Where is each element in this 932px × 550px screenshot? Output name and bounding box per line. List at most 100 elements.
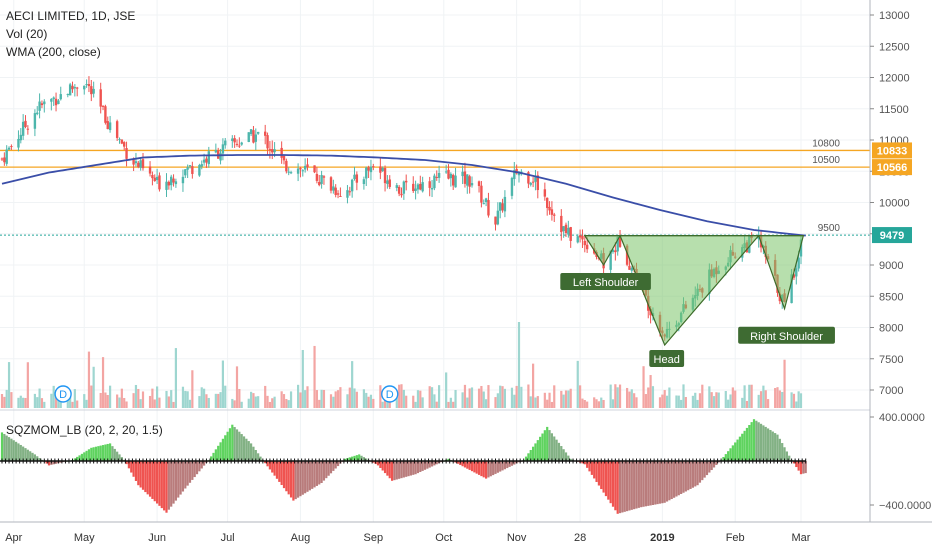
candle-body[interactable]: [320, 174, 323, 184]
candle-body[interactable]: [416, 184, 420, 190]
candle-body[interactable]: [165, 181, 168, 190]
candle-body[interactable]: [383, 168, 387, 184]
candle-body[interactable]: [332, 186, 335, 191]
candle-body[interactable]: [90, 86, 93, 95]
candle-body[interactable]: [797, 257, 800, 269]
candle-body[interactable]: [463, 171, 467, 184]
candle-body[interactable]: [256, 131, 260, 134]
candle-body[interactable]: [365, 167, 368, 179]
candle-body[interactable]: [477, 181, 481, 186]
candle-body[interactable]: [484, 198, 488, 203]
candle-body[interactable]: [329, 177, 333, 191]
candle-body[interactable]: [221, 144, 225, 154]
candle-body[interactable]: [480, 185, 483, 203]
candle-body[interactable]: [576, 236, 579, 243]
candle-body[interactable]: [355, 174, 359, 183]
dividend-marker[interactable]: [54, 385, 72, 403]
candle-body[interactable]: [447, 169, 450, 179]
candle-body[interactable]: [5, 149, 8, 164]
candle-body[interactable]: [562, 226, 565, 232]
candle-body[interactable]: [527, 172, 530, 184]
candle-body[interactable]: [137, 162, 140, 167]
candle-body[interactable]: [346, 190, 349, 198]
candle-body[interactable]: [581, 235, 584, 240]
candle-body[interactable]: [369, 166, 373, 173]
candle-body[interactable]: [611, 249, 615, 252]
candle-body[interactable]: [412, 183, 415, 192]
candle-body[interactable]: [578, 235, 582, 238]
candle-body[interactable]: [233, 138, 236, 143]
candle-body[interactable]: [235, 143, 239, 145]
candle-body[interactable]: [153, 177, 156, 182]
candle-body[interactable]: [618, 235, 622, 247]
candle-body[interactable]: [40, 103, 44, 106]
candle-body[interactable]: [517, 172, 521, 176]
candle-body[interactable]: [57, 100, 60, 104]
candle-body[interactable]: [560, 215, 563, 233]
candle-body[interactable]: [174, 181, 178, 185]
candle-body[interactable]: [50, 98, 53, 102]
candle-body[interactable]: [386, 180, 389, 184]
candle-body[interactable]: [33, 113, 37, 129]
candle-body[interactable]: [362, 179, 366, 185]
candle-body[interactable]: [306, 164, 309, 168]
candle-body[interactable]: [238, 145, 241, 147]
candle-body[interactable]: [395, 185, 398, 188]
candle-body[interactable]: [181, 176, 185, 184]
candle-body[interactable]: [224, 140, 227, 146]
candle-body[interactable]: [68, 84, 72, 96]
candle-body[interactable]: [501, 203, 504, 211]
candle-body[interactable]: [470, 183, 474, 186]
candle-body[interactable]: [515, 168, 518, 174]
candle-body[interactable]: [336, 193, 340, 195]
candle-body[interactable]: [513, 170, 516, 180]
candle-body[interactable]: [414, 188, 417, 191]
candle-body[interactable]: [19, 134, 22, 141]
candle-body[interactable]: [585, 244, 589, 250]
candle-body[interactable]: [247, 132, 250, 142]
candle-body[interactable]: [83, 85, 86, 90]
candle-body[interactable]: [115, 121, 119, 138]
candle-body[interactable]: [249, 129, 253, 135]
candle-body[interactable]: [553, 214, 556, 216]
candle-body[interactable]: [339, 195, 342, 197]
candle-body[interactable]: [134, 161, 138, 164]
candle-body[interactable]: [264, 131, 267, 136]
candle-body[interactable]: [188, 165, 192, 167]
candle-body[interactable]: [76, 87, 79, 89]
candle-body[interactable]: [583, 240, 586, 246]
candle-body[interactable]: [503, 196, 507, 212]
candle-body[interactable]: [254, 134, 257, 142]
candle-body[interactable]: [0, 158, 4, 160]
candle-body[interactable]: [616, 236, 619, 252]
candle-body[interactable]: [569, 227, 572, 241]
candle-body[interactable]: [628, 265, 631, 270]
candle-body[interactable]: [564, 224, 568, 234]
candle-body[interactable]: [287, 171, 290, 173]
candle-body[interactable]: [534, 177, 537, 182]
candle-body[interactable]: [73, 87, 77, 89]
candle-body[interactable]: [543, 189, 547, 197]
candle-body[interactable]: [444, 171, 448, 173]
candle-body[interactable]: [482, 203, 485, 205]
candle-body[interactable]: [296, 168, 300, 174]
candle-body[interactable]: [141, 159, 145, 169]
candle-body[interactable]: [66, 94, 69, 96]
candle-body[interactable]: [795, 268, 798, 277]
candle-body[interactable]: [397, 186, 401, 194]
candle-body[interactable]: [452, 174, 455, 186]
candle-body[interactable]: [99, 89, 102, 107]
candle-body[interactable]: [353, 174, 356, 179]
candle-body[interactable]: [148, 166, 152, 174]
candle-body[interactable]: [334, 187, 337, 195]
candle-body[interactable]: [536, 175, 539, 191]
candle-body[interactable]: [372, 166, 375, 168]
candle-body[interactable]: [350, 179, 354, 192]
candle-body[interactable]: [219, 153, 222, 161]
candle-body[interactable]: [104, 106, 107, 123]
candle-body[interactable]: [207, 151, 210, 165]
candle-body[interactable]: [430, 188, 434, 190]
candle-body[interactable]: [151, 174, 154, 179]
candle-body[interactable]: [38, 101, 41, 111]
